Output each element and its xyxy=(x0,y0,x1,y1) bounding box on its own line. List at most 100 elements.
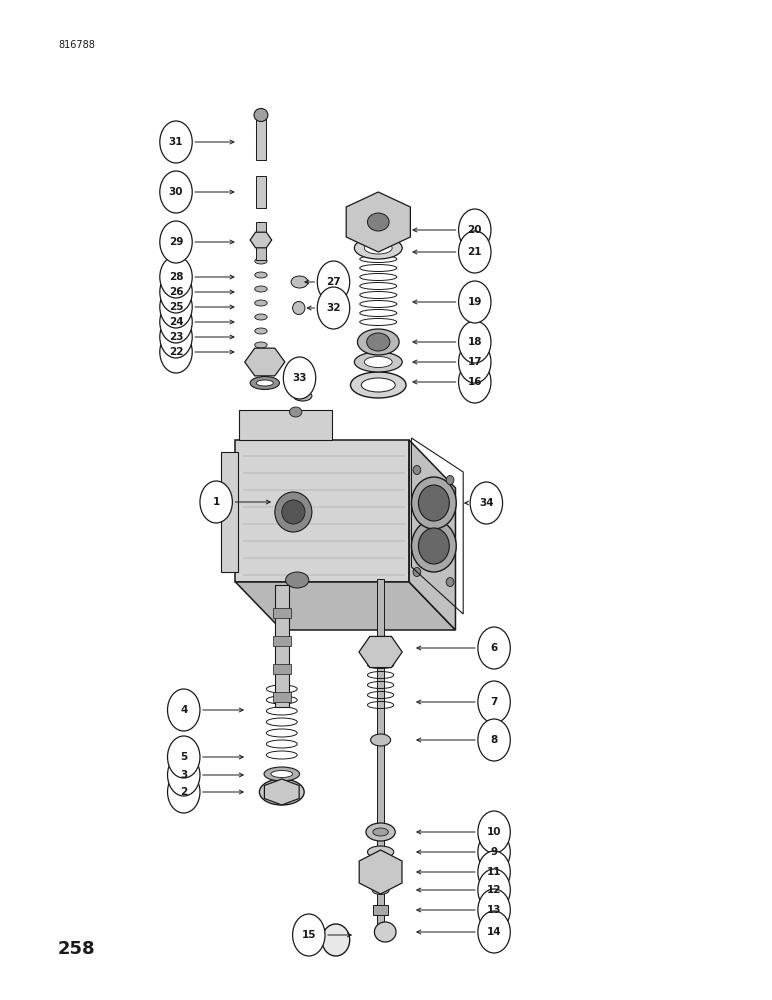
Ellipse shape xyxy=(250,376,279,389)
Polygon shape xyxy=(245,348,285,376)
Text: 8: 8 xyxy=(490,735,498,745)
Text: 18: 18 xyxy=(468,337,482,347)
Circle shape xyxy=(459,209,491,251)
Text: 34: 34 xyxy=(479,498,493,508)
Ellipse shape xyxy=(366,823,395,841)
Ellipse shape xyxy=(255,314,267,320)
Circle shape xyxy=(459,281,491,323)
Ellipse shape xyxy=(372,886,389,894)
Ellipse shape xyxy=(354,352,402,372)
Circle shape xyxy=(160,286,192,328)
Ellipse shape xyxy=(418,485,449,521)
Ellipse shape xyxy=(413,568,421,576)
Ellipse shape xyxy=(350,372,406,398)
Polygon shape xyxy=(250,232,272,248)
Ellipse shape xyxy=(371,734,391,746)
Text: 21: 21 xyxy=(468,247,482,257)
Bar xyxy=(256,118,266,160)
Circle shape xyxy=(470,482,503,524)
Text: 22: 22 xyxy=(169,347,183,357)
Text: 10: 10 xyxy=(487,827,501,837)
Polygon shape xyxy=(235,582,455,630)
Circle shape xyxy=(160,316,192,358)
Circle shape xyxy=(478,869,510,911)
Circle shape xyxy=(160,301,192,343)
Bar xyxy=(273,692,291,702)
Ellipse shape xyxy=(275,492,312,532)
Text: 32: 32 xyxy=(327,303,340,313)
Circle shape xyxy=(478,719,510,761)
Text: 7: 7 xyxy=(490,697,498,707)
Polygon shape xyxy=(359,636,402,668)
Ellipse shape xyxy=(255,258,267,264)
Circle shape xyxy=(168,771,200,813)
Ellipse shape xyxy=(446,476,454,485)
Ellipse shape xyxy=(373,828,388,836)
Text: 26: 26 xyxy=(169,287,183,297)
Circle shape xyxy=(293,914,325,956)
Ellipse shape xyxy=(271,770,293,778)
Ellipse shape xyxy=(259,779,304,805)
Ellipse shape xyxy=(255,286,267,292)
Text: 3: 3 xyxy=(180,770,188,780)
Ellipse shape xyxy=(357,329,399,355)
Text: 5: 5 xyxy=(180,752,188,762)
Circle shape xyxy=(200,481,232,523)
Polygon shape xyxy=(359,850,402,894)
Text: 12: 12 xyxy=(487,885,501,895)
Text: 28: 28 xyxy=(169,272,183,282)
Ellipse shape xyxy=(255,328,267,334)
Circle shape xyxy=(459,321,491,363)
Ellipse shape xyxy=(364,357,392,367)
Circle shape xyxy=(283,357,316,399)
Text: 29: 29 xyxy=(169,237,183,247)
Text: 24: 24 xyxy=(169,317,183,327)
Text: 13: 13 xyxy=(487,905,501,915)
Text: 14: 14 xyxy=(487,927,501,937)
Circle shape xyxy=(317,287,350,329)
Text: 16: 16 xyxy=(468,377,482,387)
Ellipse shape xyxy=(264,767,300,781)
Ellipse shape xyxy=(367,333,390,351)
Circle shape xyxy=(478,627,510,669)
Bar xyxy=(256,222,266,260)
Text: 23: 23 xyxy=(169,332,183,342)
Ellipse shape xyxy=(374,922,396,942)
Ellipse shape xyxy=(322,924,350,956)
Circle shape xyxy=(478,811,510,853)
Ellipse shape xyxy=(354,237,402,259)
Ellipse shape xyxy=(286,572,309,588)
Ellipse shape xyxy=(255,272,267,278)
Circle shape xyxy=(459,361,491,403)
Text: 31: 31 xyxy=(169,137,183,147)
Text: 20: 20 xyxy=(468,225,482,235)
Ellipse shape xyxy=(367,846,394,858)
Bar xyxy=(373,905,388,915)
Text: 19: 19 xyxy=(468,297,482,307)
Ellipse shape xyxy=(413,466,421,475)
Circle shape xyxy=(160,121,192,163)
Text: 258: 258 xyxy=(58,940,96,958)
Bar xyxy=(377,579,384,937)
Circle shape xyxy=(478,681,510,723)
Circle shape xyxy=(160,221,192,263)
Circle shape xyxy=(168,736,200,778)
Text: 15: 15 xyxy=(302,930,316,940)
Ellipse shape xyxy=(254,108,268,121)
Ellipse shape xyxy=(290,407,302,417)
Bar xyxy=(273,636,291,646)
Circle shape xyxy=(317,261,350,303)
Polygon shape xyxy=(409,440,455,630)
Ellipse shape xyxy=(411,520,456,572)
Text: 9: 9 xyxy=(490,847,498,857)
Text: 6: 6 xyxy=(490,643,498,653)
Ellipse shape xyxy=(293,302,305,314)
Bar xyxy=(275,585,289,707)
Ellipse shape xyxy=(364,242,392,254)
Circle shape xyxy=(478,851,510,893)
Ellipse shape xyxy=(256,380,273,386)
Text: 11: 11 xyxy=(487,867,501,877)
Ellipse shape xyxy=(361,378,395,392)
Ellipse shape xyxy=(291,276,308,288)
Text: 33: 33 xyxy=(293,373,306,383)
